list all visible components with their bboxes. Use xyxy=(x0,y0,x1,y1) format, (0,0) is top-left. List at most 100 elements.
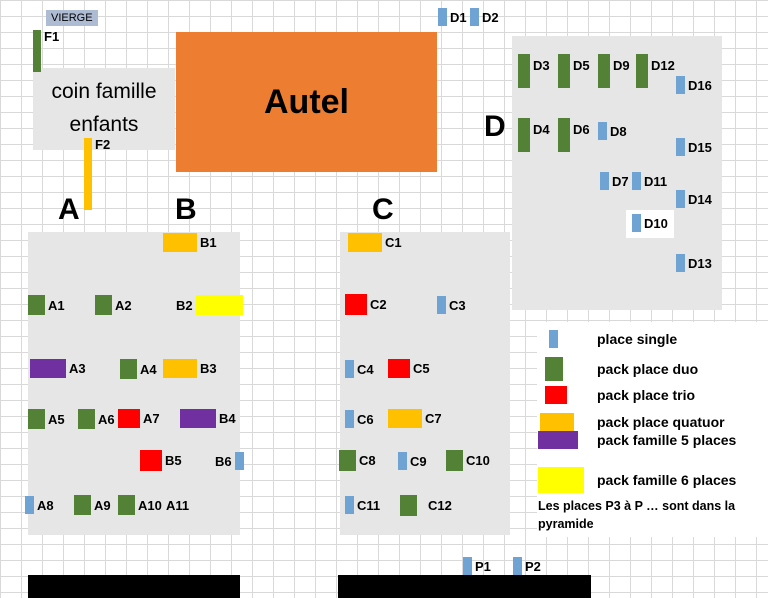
seat-b3[interactable]: B3 xyxy=(163,359,217,378)
marker-famille5[interactable] xyxy=(180,409,216,428)
seat-a3[interactable]: A3 xyxy=(30,359,86,378)
seat-c9[interactable]: C9 xyxy=(398,452,427,470)
seat-b2[interactable]: B2 xyxy=(176,295,243,315)
marker-duo[interactable] xyxy=(74,495,91,515)
seat-c11[interactable]: C11 xyxy=(345,496,380,514)
marker-single[interactable] xyxy=(676,138,685,156)
seat-a6[interactable]: A6 xyxy=(78,409,115,429)
seat-a2[interactable]: A2 xyxy=(95,295,132,315)
marker-quatuor[interactable] xyxy=(163,359,197,378)
seat-b1[interactable]: B1 xyxy=(163,233,217,252)
marker-duo[interactable] xyxy=(518,54,530,88)
marker-single[interactable] xyxy=(463,557,472,575)
seat-d10[interactable]: D10 xyxy=(632,214,668,232)
marker-duo[interactable] xyxy=(598,54,610,88)
seat-d4[interactable]: D4 xyxy=(518,118,550,152)
seat-d3[interactable]: D3 xyxy=(518,54,550,88)
marker-duo[interactable] xyxy=(95,295,112,315)
marker-trio[interactable] xyxy=(345,294,367,315)
seat-d14[interactable]: D14 xyxy=(676,190,712,208)
seat-b5[interactable]: B5 xyxy=(140,450,182,471)
seat-c4[interactable]: C4 xyxy=(345,360,374,378)
marker-single[interactable] xyxy=(438,8,447,26)
seat-c1[interactable]: C1 xyxy=(348,233,402,252)
seat-d5[interactable]: D5 xyxy=(558,54,590,88)
seat-f1[interactable]: F1 xyxy=(33,30,59,72)
seat-p2[interactable]: P2 xyxy=(513,557,541,575)
marker-single[interactable] xyxy=(345,410,354,428)
seat-c5[interactable]: C5 xyxy=(388,359,430,378)
seat-d2[interactable]: D2 xyxy=(470,8,499,26)
marker-duo[interactable] xyxy=(78,409,95,429)
marker-duo[interactable] xyxy=(400,495,417,516)
marker-quatuor[interactable] xyxy=(84,138,92,210)
seat-d13[interactable]: D13 xyxy=(676,254,712,272)
seat-d7[interactable]: D7 xyxy=(600,172,629,190)
seat-c2[interactable]: C2 xyxy=(345,294,387,315)
seat-c8[interactable]: C8 xyxy=(339,450,376,471)
seat-label: D14 xyxy=(688,191,712,207)
seat-a7[interactable]: A7 xyxy=(118,409,160,428)
seat-f2[interactable]: F2 xyxy=(84,138,110,210)
seat-d9[interactable]: D9 xyxy=(598,54,630,88)
marker-single[interactable] xyxy=(632,172,641,190)
seat-d12[interactable]: D12 xyxy=(636,54,675,88)
marker-duo[interactable] xyxy=(339,450,356,471)
seat-d1[interactable]: D1 xyxy=(438,8,467,26)
marker-single[interactable] xyxy=(632,214,641,232)
seat-c6[interactable]: C6 xyxy=(345,410,374,428)
marker-single[interactable] xyxy=(676,254,685,272)
marker-single[interactable] xyxy=(345,360,354,378)
seat-a5[interactable]: A5 xyxy=(28,409,65,429)
marker-duo[interactable] xyxy=(558,54,570,88)
marker-single[interactable] xyxy=(398,452,407,470)
marker-duo[interactable] xyxy=(120,359,137,379)
marker-quatuor[interactable] xyxy=(348,233,382,252)
marker-single[interactable] xyxy=(598,122,607,140)
seat-d16[interactable]: D16 xyxy=(676,76,712,94)
marker-trio[interactable] xyxy=(388,359,410,378)
marker-single[interactable] xyxy=(513,557,522,575)
marker-single[interactable] xyxy=(25,496,34,514)
seat-b6[interactable]: B6 xyxy=(215,452,244,470)
seat-c3[interactable]: C3 xyxy=(437,296,466,314)
seat-c10[interactable]: C10 xyxy=(446,450,490,471)
marker-single[interactable] xyxy=(470,8,479,26)
marker-duo[interactable] xyxy=(518,118,530,152)
seat-c12[interactable]: C12 xyxy=(400,495,452,516)
seat-a1[interactable]: A1 xyxy=(28,295,65,315)
marker-duo[interactable] xyxy=(28,409,45,429)
marker-duo[interactable] xyxy=(118,495,135,515)
marker-single[interactable] xyxy=(234,452,244,470)
marker-famille5[interactable] xyxy=(30,359,66,378)
marker-duo[interactable] xyxy=(558,118,570,152)
seat-a11[interactable]: A11 xyxy=(166,499,189,512)
marker-single[interactable] xyxy=(676,76,685,94)
seat-p1[interactable]: P1 xyxy=(463,557,491,575)
marker-trio[interactable] xyxy=(118,409,140,428)
seat-a9[interactable]: A9 xyxy=(74,495,111,515)
marker-famille6[interactable] xyxy=(195,295,243,315)
seat-b4[interactable]: B4 xyxy=(180,409,236,428)
seat-a10[interactable]: A10 xyxy=(118,495,162,515)
seat-d15[interactable]: D15 xyxy=(676,138,712,156)
marker-duo[interactable] xyxy=(446,450,463,471)
marker-single[interactable] xyxy=(676,190,685,208)
seat-d6[interactable]: D6 xyxy=(558,118,590,152)
seat-a4[interactable]: A4 xyxy=(120,359,157,379)
marker-quatuor[interactable] xyxy=(163,233,197,252)
seat-label: C7 xyxy=(425,411,442,426)
marker-single[interactable] xyxy=(600,172,609,190)
section-a-letter: A xyxy=(58,193,80,226)
marker-single[interactable] xyxy=(345,496,354,514)
marker-duo[interactable] xyxy=(33,30,41,72)
seat-c7[interactable]: C7 xyxy=(388,409,442,428)
marker-duo[interactable] xyxy=(28,295,45,315)
marker-trio[interactable] xyxy=(140,450,162,471)
marker-duo[interactable] xyxy=(636,54,648,88)
marker-quatuor[interactable] xyxy=(388,409,422,428)
seat-d11[interactable]: D11 xyxy=(632,172,667,190)
seat-d8[interactable]: D8 xyxy=(598,122,627,140)
marker-single[interactable] xyxy=(437,296,446,314)
seat-a8[interactable]: A8 xyxy=(25,496,54,514)
